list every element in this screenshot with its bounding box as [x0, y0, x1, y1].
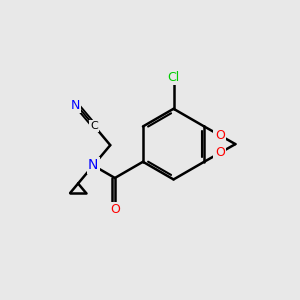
Text: O: O — [110, 203, 120, 216]
Text: O: O — [215, 146, 225, 159]
Text: N: N — [70, 99, 80, 112]
Text: Cl: Cl — [167, 71, 180, 84]
Text: O: O — [215, 129, 225, 142]
Text: C: C — [90, 121, 98, 131]
Text: N: N — [88, 158, 98, 172]
